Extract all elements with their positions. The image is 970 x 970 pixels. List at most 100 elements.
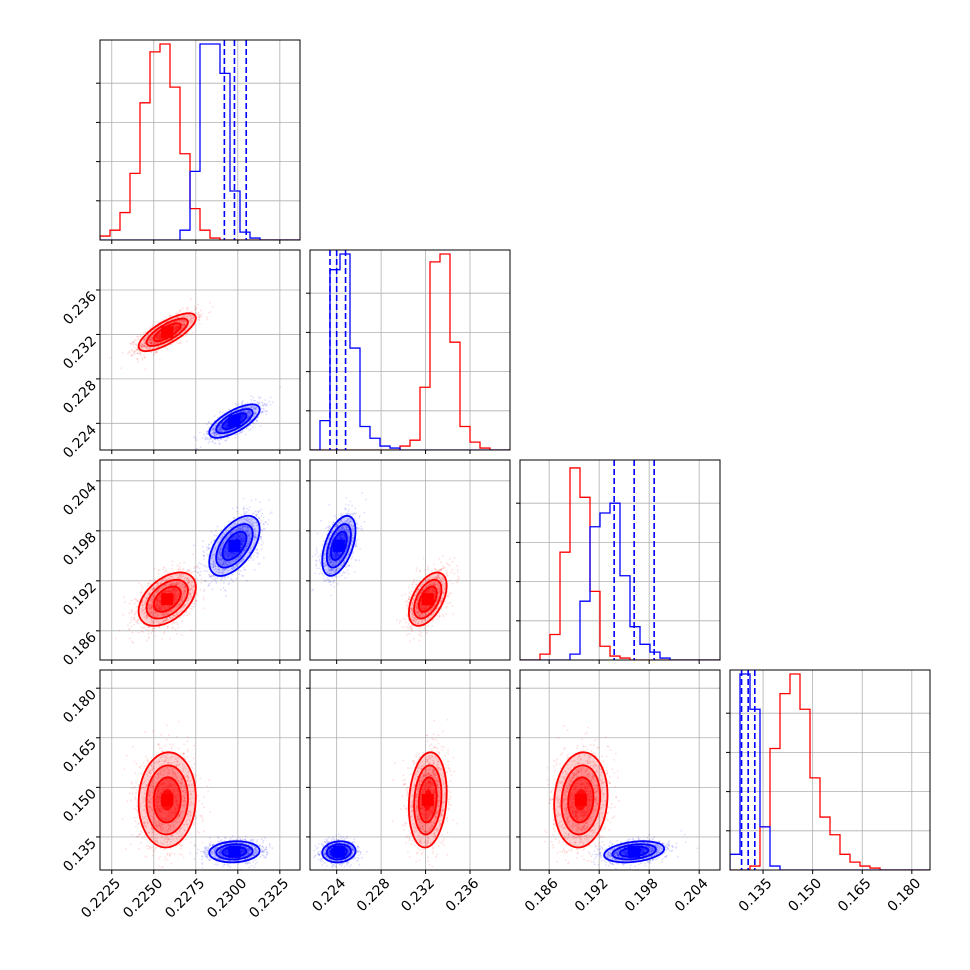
scatter-point [149,339,152,342]
scatter-point [213,442,216,445]
scatter-point [148,341,151,344]
scatter-point [136,352,139,355]
scatter-point [146,348,149,351]
scatter-point [248,415,251,418]
scatter-point [189,318,192,321]
scatter-point [248,406,251,409]
scatter-point [219,428,222,431]
scatter-point [151,341,153,344]
scatter-point [136,335,139,338]
scatter-point [253,406,255,409]
scatter-point [225,439,228,441]
scatter-point [264,404,267,406]
scatter-point [246,411,249,414]
scatter-point [176,312,179,315]
scatter-point [128,351,130,353]
scatter-point [193,605,196,608]
scatter-point [279,386,282,388]
scatter-point [252,396,255,399]
scatter-point [138,582,141,585]
scatter-point [220,429,223,432]
scatter-point [165,569,168,572]
histogram-step-series-1 [100,43,300,240]
scatter-point [224,578,227,581]
scatter-point [149,342,152,345]
scatter-point [177,316,180,319]
scatter-point [163,631,166,633]
scatter-point [132,341,135,344]
scatter-point [137,348,139,351]
scatter-point [183,324,186,327]
scatter-point [190,605,193,608]
scatter-point [181,620,183,623]
scatter-point [221,429,223,432]
scatter-point [142,338,145,341]
scatter-point [156,326,159,329]
scatter-point [177,568,180,571]
scatter-point [145,345,148,348]
scatter-point [150,337,153,340]
scatter-point [211,588,214,591]
scatter-point [213,433,216,436]
scatter-point [235,433,238,436]
scatter-point [179,562,181,565]
scatter-point [244,410,247,413]
scatter-point [247,417,250,420]
scatter-point [246,406,249,409]
scatter-point [261,410,264,413]
scatter-point [244,410,246,413]
scatter-point [220,429,222,432]
scatter-point [132,641,135,644]
scatter-point [207,584,210,586]
scatter-point [133,353,136,356]
scatter-point [146,334,149,337]
scatter-point [144,331,147,333]
scatter-point [226,437,229,439]
scatter-point [213,534,216,537]
scatter-point [234,434,237,437]
scatter-point [142,344,145,347]
scatter-point [239,410,242,413]
scatter-point [254,406,257,409]
scatter-point [154,331,157,334]
scatter-point [264,410,267,413]
scatter-point [160,341,163,343]
scatter-point [222,437,225,440]
scatter-point [238,573,241,576]
density-peak [161,593,174,606]
scatter-point [178,321,181,323]
scatter-point [214,578,217,580]
scatter-point [137,631,140,634]
scatter-point [145,346,148,348]
scatter-point [131,616,133,619]
scatter-point [214,431,216,434]
scatter-point [181,327,184,330]
scatter-point [141,345,144,348]
scatter-point [182,325,185,328]
scatter-point [183,324,186,327]
scatter-point [181,323,184,326]
scatter-point [135,339,138,342]
scatter-point [211,440,214,443]
scatter-point [236,510,239,513]
scatter-point [199,316,201,318]
scatter-point [139,593,142,596]
scatter-point [153,630,155,633]
scatter-point [141,358,144,361]
scatter-point [221,430,223,433]
scatter-point [246,409,249,412]
scatter-point [250,399,253,401]
histogram-panel-0 [96,39,301,244]
scatter-point [149,338,152,341]
scatter-point [190,310,192,313]
scatter-point [199,323,201,325]
scatter-point [213,438,216,441]
scatter-point [140,584,143,587]
scatter-point [164,566,166,569]
scatter-point [214,434,216,437]
scatter-point [114,637,117,640]
scatter-point [151,628,154,631]
scatter-point [129,343,132,346]
scatter-point [221,411,224,414]
scatter-point [136,605,139,608]
